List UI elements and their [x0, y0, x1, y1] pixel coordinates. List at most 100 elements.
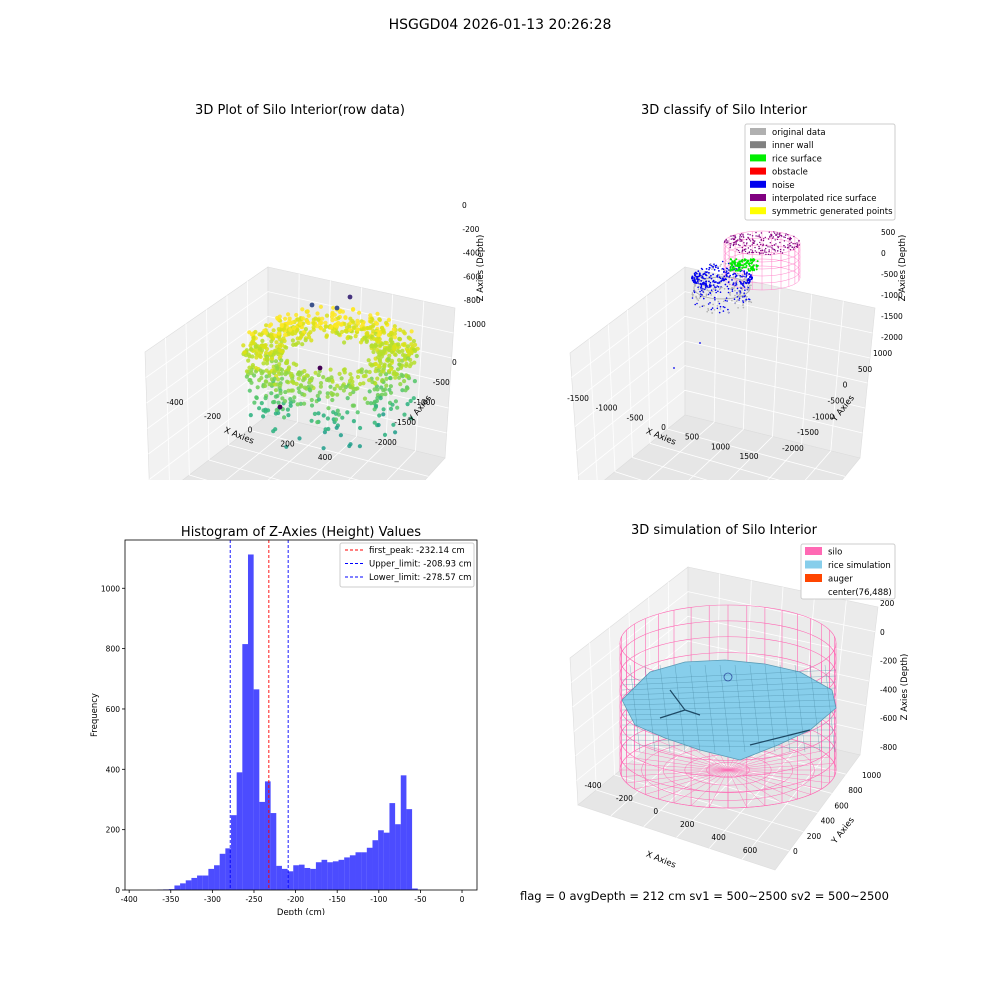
scan-point	[745, 297, 748, 300]
interpolated-point	[792, 243, 794, 245]
legend-label: rice simulation	[828, 561, 891, 571]
noise-point	[717, 267, 719, 270]
rice-surface-point	[745, 264, 748, 267]
data-point	[272, 382, 277, 387]
data-point	[316, 411, 321, 416]
interpolated-point	[793, 248, 795, 250]
interpolated-point	[737, 244, 740, 246]
scan-point	[724, 262, 727, 265]
data-point	[390, 402, 395, 407]
scan-point	[749, 300, 751, 303]
scan-point	[700, 286, 703, 288]
y-tick-label: 400	[821, 817, 836, 826]
interpolated-point	[783, 240, 786, 242]
scan-point	[707, 293, 710, 296]
legend-label: original data	[772, 128, 826, 138]
silo-floor-spoke	[634, 750, 729, 771]
noise-point	[700, 280, 703, 282]
scan-point	[737, 307, 739, 309]
data-point	[286, 312, 291, 317]
outlier-point	[277, 404, 283, 410]
data-point	[355, 410, 360, 415]
x-tick-label: -400	[121, 895, 138, 904]
data-point	[291, 380, 296, 386]
data-point	[393, 352, 398, 357]
legend-swatch	[750, 167, 766, 175]
data-point	[301, 321, 306, 326]
scan-point	[698, 297, 701, 299]
scan-point	[711, 268, 713, 270]
scan-point	[691, 297, 694, 299]
rice-surface-point	[730, 258, 733, 261]
data-point	[286, 413, 291, 418]
data-point	[368, 319, 374, 324]
noise-point	[705, 280, 707, 283]
grid-line	[571, 291, 873, 378]
interpolated-point	[789, 242, 791, 245]
silo-floor-spoke	[727, 769, 835, 777]
interpolated-point	[744, 250, 747, 253]
scan-point	[745, 299, 747, 301]
scan-point	[732, 276, 735, 278]
interpolated-point	[727, 240, 729, 242]
y-tick-label: 600	[106, 705, 121, 714]
data-point	[367, 369, 372, 375]
grid-line	[228, 444, 360, 480]
noise-point	[702, 281, 705, 284]
legend-label: Lower_limit: -278.57 cm	[369, 573, 471, 583]
data-point	[264, 355, 269, 360]
interpolated-point	[793, 235, 795, 238]
rice-surface-point	[750, 262, 753, 265]
data-point	[269, 391, 274, 396]
data-point	[318, 381, 324, 386]
histogram-bar	[197, 875, 203, 890]
mesh-line	[734, 664, 746, 753]
scan-point	[736, 293, 738, 296]
data-point	[379, 385, 384, 390]
noise-point	[710, 274, 712, 277]
data-point	[340, 383, 345, 388]
noise-point	[691, 275, 694, 278]
data-point	[329, 375, 334, 380]
interpolated-point	[762, 249, 764, 252]
data-point	[264, 323, 269, 328]
data-point	[393, 399, 398, 404]
scan-point	[742, 285, 745, 287]
histogram-bar	[236, 772, 243, 890]
data-point	[406, 374, 411, 379]
silo-floor-spoke	[727, 769, 830, 784]
data-point	[409, 416, 414, 421]
histogram-bar	[412, 888, 418, 890]
x-tick-label: -200	[616, 794, 633, 803]
data-point	[365, 400, 370, 405]
interpolated-point	[787, 246, 789, 249]
data-point	[315, 420, 320, 425]
interpolated-point	[757, 235, 759, 237]
data-point	[309, 418, 314, 423]
scan-point	[718, 274, 721, 276]
y-tick-label: 1000	[862, 771, 881, 780]
scan-point	[739, 296, 741, 298]
data-point	[297, 336, 303, 341]
data-point	[366, 358, 371, 363]
scan-point	[714, 289, 717, 291]
interpolated-point	[793, 246, 796, 248]
noise-point	[696, 277, 699, 279]
histogram-bar	[395, 824, 401, 890]
noise-point	[695, 282, 698, 284]
x-tick-label: 500	[685, 433, 700, 442]
grid-line	[145, 291, 454, 378]
scan-point	[697, 286, 699, 289]
scan-point	[719, 308, 722, 310]
x-tick-label: -350	[162, 895, 179, 904]
rice-surface-point	[743, 266, 746, 269]
data-point	[313, 370, 318, 375]
data-point	[302, 369, 307, 374]
rice-surface-point	[738, 260, 741, 263]
data-point	[288, 397, 293, 402]
x-tick-label: 0	[460, 895, 465, 904]
histogram-bar	[242, 644, 248, 890]
scan-point	[742, 303, 744, 305]
interpolated-point	[724, 240, 726, 242]
interpolated-point	[733, 238, 736, 241]
